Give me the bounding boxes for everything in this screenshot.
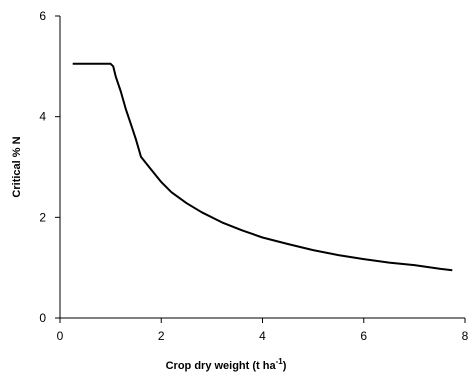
x-tick-label: 4	[259, 329, 266, 343]
y-axis-ticks: 0 2 4 6	[39, 9, 60, 325]
x-axis-title-main: Crop dry weight (t ha	[166, 360, 277, 372]
x-axis-ticks: 0 2 4 6 8	[57, 318, 469, 343]
y-tick-label: 6	[39, 9, 46, 23]
y-axis-title: Critical % N	[11, 136, 23, 197]
plot-area: 0 2 4 6 8 0 2 4 6	[39, 9, 468, 343]
x-tick-label: 6	[360, 329, 367, 343]
x-tick-label: 8	[462, 329, 469, 343]
y-tick-label: 2	[39, 210, 46, 224]
x-axis-title-superscript: -1	[276, 357, 284, 366]
x-tick-label: 2	[158, 329, 165, 343]
y-tick-label: 4	[39, 110, 46, 124]
x-axis-title-suffix: )	[283, 360, 287, 372]
y-tick-label: 0	[39, 311, 46, 325]
x-tick-label: 0	[57, 329, 64, 343]
x-axis-title: Crop dry weight (t ha-1)	[166, 357, 287, 372]
critical-n-dilution-curve	[72, 62, 453, 272]
